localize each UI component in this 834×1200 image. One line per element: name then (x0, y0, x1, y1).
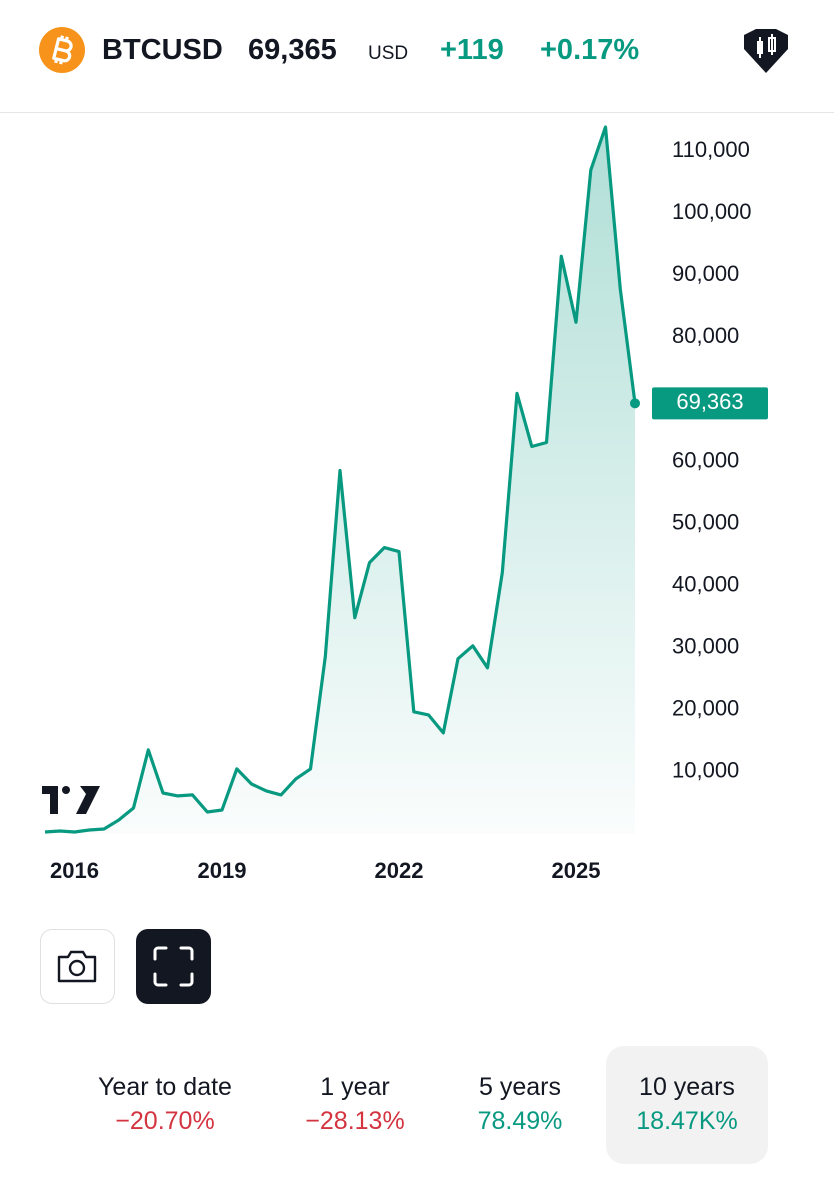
period-tab[interactable]: 1 year −28.13% (274, 1046, 436, 1164)
x-tick-label: 2019 (198, 858, 247, 883)
y-tick-label: 80,000 (672, 323, 739, 348)
y-tick-label: 90,000 (672, 261, 739, 286)
period-label: Year to date (98, 1073, 232, 1101)
y-tick-label: 100,000 (672, 199, 752, 224)
period-tab-active[interactable]: 10 years 18.47K% (606, 1046, 768, 1164)
currency: USD (368, 43, 409, 64)
last-point (630, 398, 640, 409)
plot: 10,00020,00030,00040,00050,00060,00070,0… (42, 125, 768, 883)
period-change: 78.49% (477, 1107, 563, 1135)
fullscreen-icon (153, 946, 194, 987)
price: 69,365 (248, 34, 337, 66)
period-change: −20.70% (115, 1107, 215, 1135)
screenshot-button[interactable] (40, 929, 115, 1004)
y-tick-label: 60,000 (672, 447, 739, 472)
period-label: 10 years (639, 1073, 735, 1101)
last-price-label: 69,363 (676, 389, 743, 414)
symbol: BTCUSD (102, 34, 223, 66)
x-tick-label: 2016 (50, 858, 99, 883)
period-tab[interactable]: Year to date −20.70% (84, 1046, 246, 1164)
x-tick-label: 2022 (375, 858, 424, 883)
header: BTCUSD 69,365 USD +119 +0.17% (0, 0, 834, 113)
y-tick-label: 110,000 (672, 137, 750, 162)
period-tab[interactable]: 5 years 78.49% (439, 1046, 601, 1164)
logo (42, 786, 100, 814)
period-change: 18.47K% (636, 1107, 738, 1135)
coin-icon (39, 27, 85, 73)
y-tick-label: 40,000 (672, 571, 739, 596)
y-tick-label: 10,000 (672, 758, 739, 783)
chart-style-button[interactable] (742, 27, 790, 75)
change: +119 (440, 34, 504, 66)
camera-icon (57, 950, 97, 983)
change-percent: +0.17% (540, 34, 640, 66)
period-label: 5 years (479, 1073, 561, 1101)
chart: 10,00020,00030,00040,00050,00060,00070,0… (42, 125, 768, 883)
fullscreen-button[interactable] (136, 929, 211, 1004)
y-tick-label: 30,000 (672, 634, 739, 659)
y-tick-label: 20,000 (672, 696, 739, 721)
price-line (44, 125, 637, 834)
y-tick-label: 50,000 (672, 509, 739, 534)
period-label: 1 year (320, 1073, 390, 1101)
last-price-box (652, 387, 768, 420)
x-tick-label: 2025 (552, 858, 601, 883)
period-change: −28.13% (305, 1107, 405, 1135)
